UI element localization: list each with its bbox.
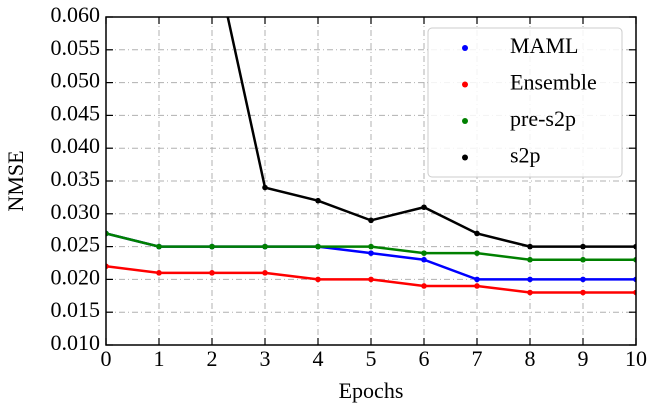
x-tick-label: 4 — [313, 346, 324, 371]
y-tick-label: 0.055 — [51, 35, 101, 60]
x-tick-label: 3 — [260, 346, 271, 371]
y-tick-label: 0.020 — [51, 264, 101, 289]
marker — [368, 276, 374, 283]
plot-area — [106, 17, 636, 296]
x-tick-label: 0 — [101, 346, 112, 371]
x-tick-label: 7 — [472, 346, 483, 371]
marker — [474, 250, 480, 256]
marker — [209, 270, 215, 276]
x-tick-label: 9 — [578, 346, 589, 371]
marker — [474, 276, 480, 283]
marker — [315, 197, 321, 204]
x-tick-label: 2 — [207, 346, 218, 371]
x-tick-label: 10 — [625, 346, 647, 371]
marker — [580, 289, 586, 296]
marker — [421, 283, 427, 289]
y-tick-label: 0.045 — [51, 100, 101, 125]
marker — [474, 230, 480, 237]
marker — [368, 243, 374, 250]
marker — [421, 204, 427, 211]
legend-label: pre-s2p — [510, 106, 576, 131]
marker — [156, 270, 162, 276]
marker — [580, 256, 586, 263]
marker — [527, 289, 533, 296]
y-tick-label: 0.030 — [51, 199, 101, 224]
y-tick-label: 0.015 — [51, 297, 101, 322]
marker — [315, 243, 321, 250]
x-axis-label: Epochs — [339, 378, 404, 403]
marker — [421, 250, 427, 256]
legend-marker — [462, 118, 468, 124]
y-tick-label: 0.050 — [51, 68, 101, 93]
marker — [368, 250, 374, 256]
marker — [315, 276, 321, 283]
marker — [262, 184, 268, 191]
x-tick-label: 6 — [419, 346, 430, 371]
legend-marker — [462, 81, 468, 88]
marker — [527, 243, 533, 250]
marker — [580, 276, 586, 283]
legend-label: MAML — [510, 33, 578, 58]
x-tick-label: 1 — [154, 346, 165, 371]
legend-marker — [462, 45, 468, 51]
legend-box — [427, 27, 623, 178]
x-tick-label: 8 — [525, 346, 536, 371]
marker — [209, 243, 215, 250]
marker — [474, 283, 480, 289]
y-tick-label: 0.010 — [51, 330, 101, 355]
marker — [262, 243, 268, 250]
marker — [421, 256, 427, 263]
legend-marker — [462, 154, 468, 161]
marker — [156, 243, 162, 250]
y-tick-label: 0.025 — [51, 232, 101, 257]
x-tick-label: 5 — [366, 346, 377, 371]
marker — [527, 256, 533, 263]
marker — [368, 217, 374, 224]
legend-label: Ensemble — [510, 70, 597, 95]
legend-label: s2p — [510, 143, 541, 168]
y-tick-label: 0.035 — [51, 166, 101, 191]
plot-frame — [105, 16, 637, 346]
marker — [527, 276, 533, 283]
marker — [262, 270, 268, 276]
y-tick-label: 0.060 — [51, 2, 101, 27]
marker — [580, 243, 586, 250]
y-tick-label: 0.040 — [51, 133, 101, 158]
y-axis-label: NMSE — [3, 150, 28, 211]
